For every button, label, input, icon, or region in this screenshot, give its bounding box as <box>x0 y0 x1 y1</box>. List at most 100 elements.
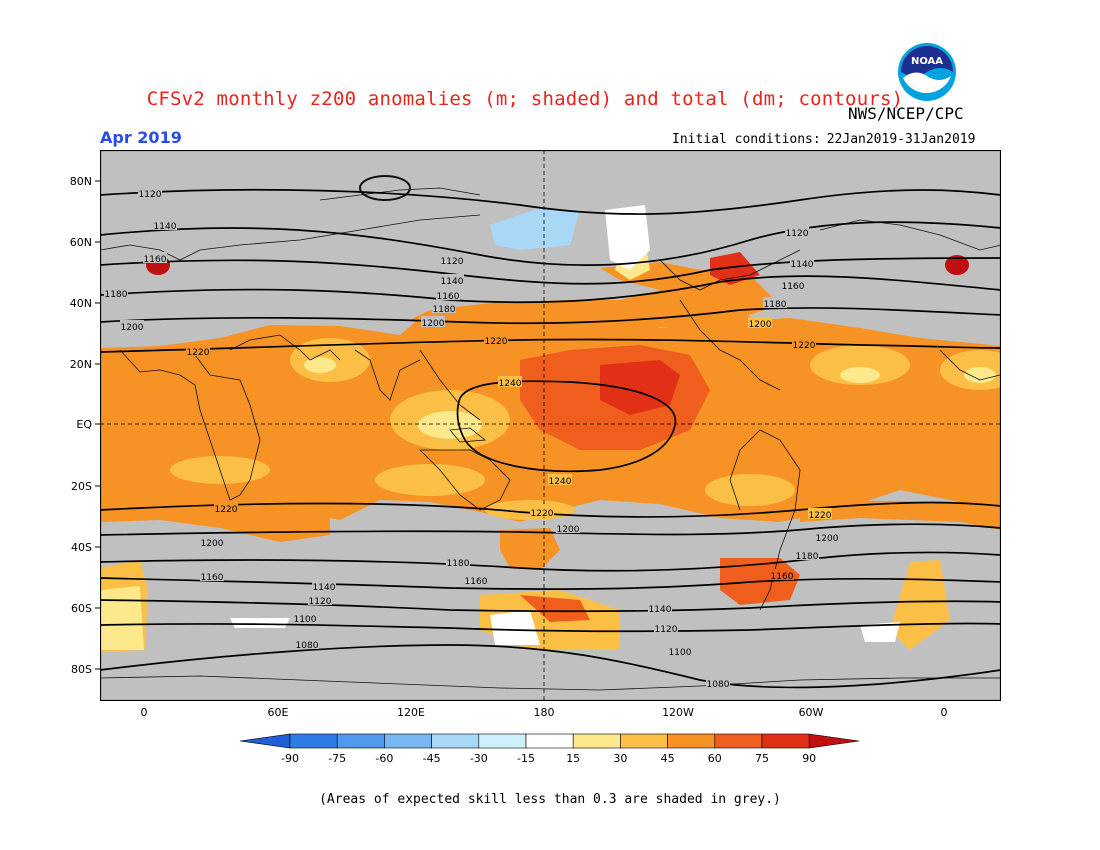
contour-label: 1220 <box>215 505 238 515</box>
contour-label: 1160 <box>201 573 224 583</box>
contour-label: 1120 <box>139 190 162 200</box>
colorbar-tick-label: 15 <box>566 752 580 765</box>
contour-label: 1200 <box>557 525 580 535</box>
initial-conditions-label: Initial conditions: <box>672 132 821 147</box>
contour-label: 1140 <box>441 277 464 287</box>
contour-label: 1120 <box>441 257 464 267</box>
colorbar-tick-label: -60 <box>375 752 393 765</box>
contour-label: 1240 <box>549 477 572 487</box>
colorbar-tick-label: 75 <box>755 752 769 765</box>
contour-label: 1080 <box>707 680 730 690</box>
contour-label: 1140 <box>313 583 336 593</box>
colorbar-box <box>384 733 432 749</box>
contour-label: 1120 <box>655 625 678 635</box>
contour-label: 1200 <box>121 323 144 333</box>
contour-label: 1120 <box>786 229 809 239</box>
south-atlantic-strip <box>800 500 1001 530</box>
lat-tick-label: 60N <box>70 236 92 249</box>
colorbar-tick-label: 60 <box>708 752 722 765</box>
na-small-red <box>710 252 760 285</box>
lat-tick-label: 40S <box>71 541 92 554</box>
contour-label: 1140 <box>649 605 672 615</box>
contour-label: 1160 <box>782 282 805 292</box>
contour-label: 1200 <box>749 320 772 330</box>
contour-label: 1180 <box>433 305 456 315</box>
contour-label: 1120 <box>309 597 332 607</box>
contour-label: 1160 <box>144 255 167 265</box>
contour-label: 1180 <box>105 290 128 300</box>
lon-tick-label: 60E <box>268 706 289 719</box>
contour-label: 1220 <box>531 509 554 519</box>
noaa-logo-text: NOAA <box>911 56 943 67</box>
colorbar: -90 -75 -60 -45 -30 -15 15 30 45 60 75 90 <box>239 733 860 765</box>
contour-label: 1140 <box>154 222 177 232</box>
lat-tick-label: 20N <box>70 358 92 371</box>
noaa-logo-icon: NOAA <box>898 43 956 101</box>
lat-tick-label: EQ <box>76 418 92 431</box>
colorbar-box <box>478 733 527 749</box>
initial-conditions-value: 22Jan2019-31Jan2019 <box>826 132 976 147</box>
colorbar-box <box>431 733 480 749</box>
lon-tick-label: 0 <box>141 706 148 719</box>
contour-label: 1140 <box>791 260 814 270</box>
lat-tick-label: 20S <box>71 480 92 493</box>
lat-tick-label: 60S <box>71 602 92 615</box>
contour-label: 1160 <box>771 572 794 582</box>
colorbar-tick-label: 30 <box>613 752 627 765</box>
initial-conditions: Initial conditions: 22Jan2019-31Jan2019 <box>672 132 975 147</box>
colorbar-box <box>714 733 763 749</box>
tasman-lobe <box>500 528 560 570</box>
contour-label: 1200 <box>201 539 224 549</box>
lon-tick-label: 120W <box>662 706 694 719</box>
colorbar-tick-label: -45 <box>423 752 441 765</box>
europe-red-patch-east <box>945 255 969 275</box>
contour-label: 1100 <box>294 615 317 625</box>
ross-sea-orange <box>520 595 590 622</box>
colorbar-tick-label: -90 <box>281 752 299 765</box>
contour-label: 1220 <box>793 341 816 351</box>
map-frame <box>100 150 1001 701</box>
colorbar-box <box>761 733 810 749</box>
agency-label: NWS/NCEP/CPC <box>848 104 964 123</box>
colorbar-tick-label: -30 <box>470 752 488 765</box>
lat-tick-label: 80S <box>71 663 92 676</box>
colorbar-box <box>620 733 668 749</box>
contour-label: 1220 <box>809 511 832 521</box>
colorbar-max-arrow <box>808 733 860 749</box>
bering-white <box>605 205 650 270</box>
lon-tick-label: 180 <box>534 706 555 719</box>
colorbar-tick-label: 90 <box>802 752 816 765</box>
south-atlantic-hl-pale <box>100 586 144 650</box>
footnote: (Areas of expected skill less than 0.3 a… <box>319 792 781 807</box>
contour-label: 1200 <box>422 319 445 329</box>
colorbar-box <box>289 733 338 749</box>
colorbar-box <box>667 733 716 749</box>
colorbar-tick-label: -15 <box>517 752 535 765</box>
contour-label: 1180 <box>796 552 819 562</box>
forecast-month: Apr 2019 <box>100 128 182 147</box>
ross-sea-white <box>490 610 540 645</box>
contour-label: 1240 <box>499 379 522 389</box>
lon-tick-label: 120E <box>397 706 425 719</box>
lat-axis: 80N 60N 40N 20N EQ 20S 40S 60S 80S <box>70 175 100 676</box>
contour-label: 1200 <box>816 534 839 544</box>
colorbar-min-arrow <box>239 733 291 749</box>
contour-label: 1220 <box>485 337 508 347</box>
contour-label: 1180 <box>447 559 470 569</box>
contour-labels: 1120 1140 1160 1180 1200 1220 1120 1140 … <box>104 187 839 690</box>
southern-white-patch-east <box>860 622 900 642</box>
chart-title: CFSv2 monthly z200 anomalies (m; shaded)… <box>146 88 904 110</box>
anomaly-map: 1120 1140 1160 1180 1200 1220 1120 1140 … <box>100 150 1001 701</box>
contour-label: 1160 <box>437 292 460 302</box>
contour-label: 1160 <box>465 577 488 587</box>
pale-anomaly-patches <box>304 357 996 439</box>
colorbar-box <box>336 733 385 749</box>
lon-tick-label: 60W <box>799 706 824 719</box>
contour-label: 1180 <box>764 300 787 310</box>
pacific-anomaly-north <box>410 290 760 328</box>
contour-label: 1100 <box>669 648 692 658</box>
colorbar-tick-label: 45 <box>661 752 675 765</box>
lat-tick-label: 80N <box>70 175 92 188</box>
coastlines <box>100 175 1001 691</box>
southern-white-patch <box>230 618 290 628</box>
